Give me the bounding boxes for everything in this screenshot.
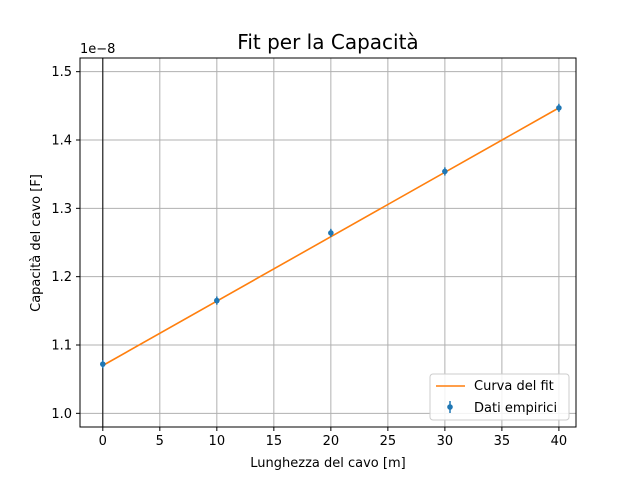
y-tick-label: 1.5 (51, 65, 72, 80)
x-tick-label: 10 (209, 434, 226, 449)
x-tick-label: 25 (380, 434, 397, 449)
x-tick-label: 20 (323, 434, 340, 449)
x-axis-label: Lunghezza del cavo [m] (250, 456, 405, 471)
legend: Curva del fit Dati empirici (429, 373, 570, 421)
plot-frame (79, 57, 577, 428)
legend-fit-label: Curva del fit (474, 379, 554, 394)
data-point (100, 361, 106, 367)
y-tick-label: 1.3 (51, 202, 72, 217)
x-tick-label: 35 (494, 434, 511, 449)
x-tick-label: 40 (551, 434, 568, 449)
series (100, 103, 562, 369)
y-axis-label: Capacità del cavo [F] (29, 174, 44, 312)
ticks: 0 5 10 15 20 25 30 35 40 1.0 1.1 1.2 1.3 1.4 1.5 (51, 65, 567, 449)
data-point (328, 230, 334, 236)
y-tick-label: 1.4 (51, 134, 72, 149)
y-tick-label: 1.0 (51, 407, 72, 422)
chart-title: Fit per la Capacità (237, 30, 418, 54)
x-tick-label: 30 (437, 434, 454, 449)
x-tick-label: 5 (156, 434, 164, 449)
data-point (556, 105, 562, 111)
legend-data-point-marker (447, 404, 453, 410)
data-point (442, 168, 448, 175)
y-tick-label: 1.2 (51, 270, 72, 285)
grid (80, 58, 576, 427)
y-offset-label: 1e−8 (80, 42, 115, 57)
x-tick-label: 15 (266, 434, 283, 449)
legend-data-label: Dati empirici (474, 401, 557, 416)
y-tick-label: 1.1 (51, 339, 72, 354)
x-tick-label: 0 (99, 434, 107, 449)
data-point (214, 297, 220, 304)
